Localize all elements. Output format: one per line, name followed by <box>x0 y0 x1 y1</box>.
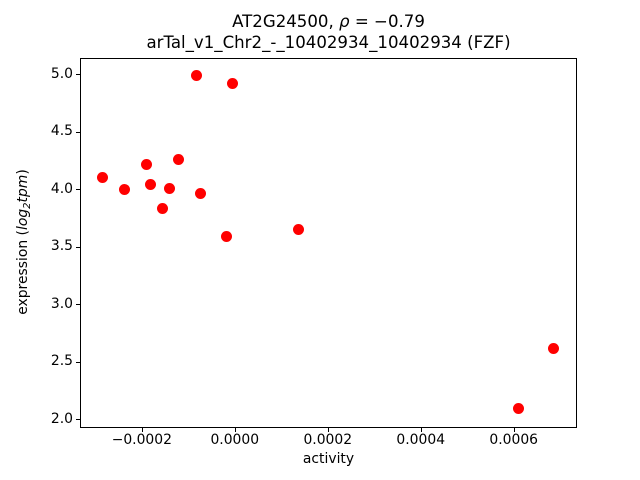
plot-subtitle: arTal_v1_Chr2_-_10402934_10402934 (FZF) <box>146 33 511 52</box>
x-tick-mark <box>141 428 143 432</box>
x-tick-label: 0.0002 <box>303 432 353 448</box>
scatter-point <box>145 179 157 191</box>
x-tick-mark <box>327 428 329 432</box>
y-tick-label: 4.0 <box>50 180 73 197</box>
scatter-point <box>227 78 239 90</box>
y-tick-label: 5.0 <box>50 65 73 82</box>
y-tick-mark <box>76 361 80 363</box>
y-axis-label-subscript: 2 <box>21 202 33 209</box>
y-tick-label: 2.5 <box>50 353 73 370</box>
y-axis-label-suffix: ) <box>15 169 31 175</box>
x-tick-mark <box>420 428 422 432</box>
y-tick-mark <box>76 74 80 76</box>
y-tick-label: 3.0 <box>50 295 73 312</box>
scatter-point <box>547 342 559 354</box>
plot-title-gene: AT2G24500 <box>232 12 329 31</box>
y-tick-mark <box>76 419 80 421</box>
y-tick-label: 4.5 <box>50 123 73 140</box>
y-tick-mark <box>76 131 80 133</box>
rho-value: = −0.79 <box>349 12 425 31</box>
y-tick-mark <box>76 246 80 248</box>
axes-frame <box>80 58 577 428</box>
x-axis-label: activity <box>302 451 355 467</box>
y-tick-mark <box>76 189 80 191</box>
scatter-point <box>292 224 304 236</box>
y-tick-label: 2.0 <box>50 410 73 427</box>
scatter-point <box>156 203 168 215</box>
rho-symbol: ρ <box>339 12 350 31</box>
y-tick-mark <box>76 304 80 306</box>
scatter-point <box>191 69 203 81</box>
x-tick-label: 0.0000 <box>210 432 260 448</box>
scatter-point <box>118 183 130 195</box>
scatter-point <box>512 403 524 415</box>
plot-title-separator: , <box>328 12 340 31</box>
scatter-point <box>220 230 232 242</box>
scatter-point <box>195 188 207 200</box>
scatter-point <box>97 172 109 184</box>
x-tick-label: −0.0002 <box>111 432 172 448</box>
scatter-point <box>164 182 176 194</box>
x-tick-label: 0.0004 <box>396 432 446 448</box>
scatter-point <box>141 158 153 170</box>
x-tick-mark <box>234 428 236 432</box>
y-tick-label: 3.5 <box>50 238 73 255</box>
x-tick-label: 0.0006 <box>489 432 538 448</box>
scatter-point <box>172 153 184 165</box>
plot-title: AT2G24500, ρ = −0.79 <box>80 12 577 32</box>
x-tick-mark <box>513 428 515 432</box>
y-axis-label-log: log <box>15 208 31 231</box>
